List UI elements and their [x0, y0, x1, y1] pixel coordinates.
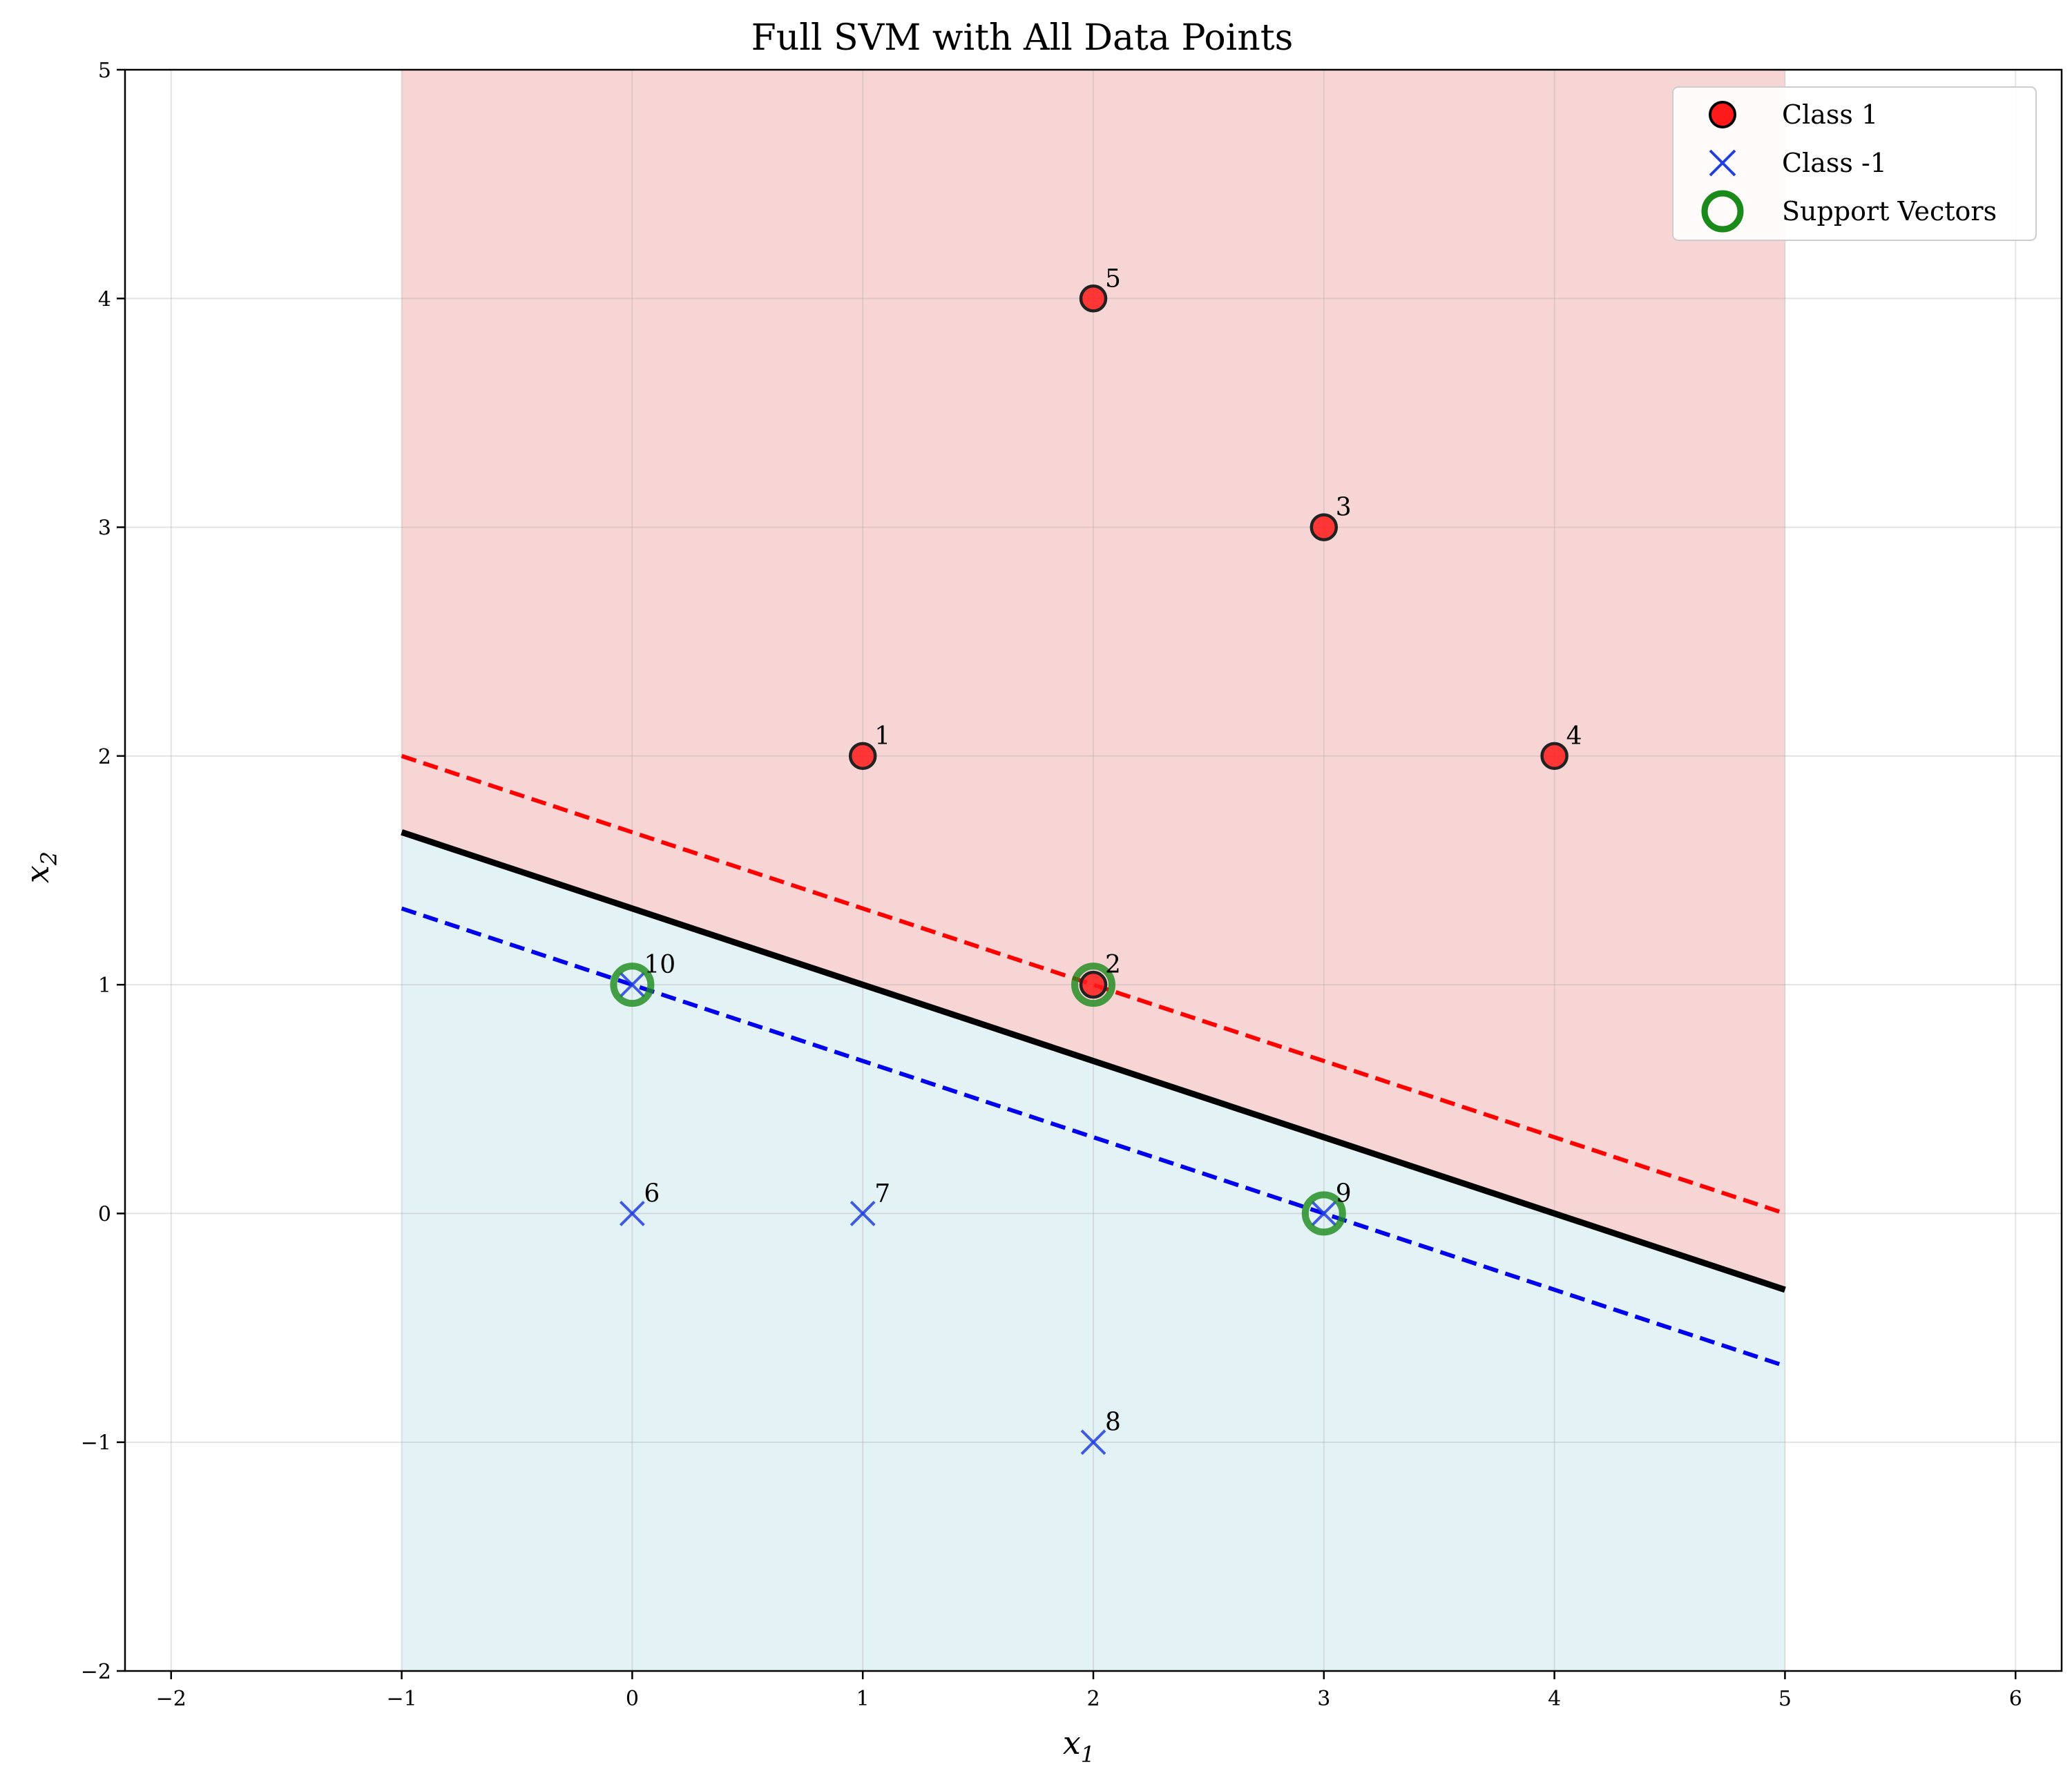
point-class-neg1 — [1080, 1429, 1106, 1456]
point-class1 — [848, 742, 877, 771]
point-class-neg1 — [1311, 1201, 1337, 1226]
point-label: 1 — [874, 722, 890, 751]
point-label: 6 — [644, 1179, 660, 1208]
margin-line-positive — [401, 754, 1786, 1216]
legend-label-class-neg1: Class -1 — [1782, 148, 1887, 178]
decision-boundary-line — [401, 829, 1786, 1293]
y-tick-label: 4 — [98, 287, 111, 311]
legend-marker-class1 — [1709, 101, 1736, 128]
y-tick-label: 0 — [98, 1202, 111, 1226]
point-class-neg1 — [619, 1201, 645, 1226]
support-vector-ring — [1071, 963, 1115, 1007]
y-tick-label: −2 — [81, 1660, 111, 1684]
x-tick-label: 3 — [1317, 1687, 1330, 1711]
legend-label-support-vectors: Support Vectors — [1782, 196, 1997, 226]
x-tick-label: 5 — [1778, 1687, 1792, 1711]
x-tick-label: 0 — [626, 1687, 639, 1711]
legend: Class 1 Class -1 Support Vectors — [1672, 86, 2037, 241]
y-axis-label: x2 — [19, 851, 62, 883]
y-tick-label: 1 — [98, 974, 111, 998]
chart-title: Full SVM with All Data Points — [751, 17, 1294, 59]
point-class1 — [1079, 284, 1108, 313]
region-class-1 — [401, 70, 1785, 1290]
point-label: 8 — [1105, 1409, 1121, 1437]
x-axis-label: x1 — [1063, 1724, 1095, 1768]
point-x-stroke — [619, 972, 645, 998]
point-x-stroke — [850, 1201, 876, 1226]
point-class1 — [1310, 513, 1339, 541]
region-class-neg1 — [401, 832, 1785, 1671]
decision-regions — [401, 70, 1785, 1671]
legend-box — [1672, 86, 2037, 241]
x-tick-label: −2 — [156, 1687, 186, 1711]
point-label: 4 — [1566, 722, 1582, 751]
x-tick-label: −1 — [386, 1687, 416, 1711]
x-tick-label: 1 — [856, 1687, 870, 1711]
point-class1 — [1540, 742, 1569, 771]
axis-ticks: −2 −1 0 1 2 3 4 5 6 −2 −1 0 1 2 3 4 5 — [81, 59, 2022, 1711]
y-axis-label-main: x — [19, 865, 56, 883]
y-tick-label: 2 — [98, 745, 111, 769]
point-class1 — [1079, 970, 1108, 999]
x-axis-label-subscript: 1 — [1081, 1741, 1095, 1768]
y-tick-label: −1 — [81, 1431, 111, 1456]
y-tick-label: 5 — [98, 59, 111, 83]
x-tick-label: 6 — [2009, 1687, 2022, 1711]
point-x-stroke — [1311, 1201, 1337, 1226]
point-x-stroke — [1080, 1429, 1106, 1456]
support-vector-ring — [1301, 1191, 1346, 1236]
data-points — [610, 284, 1569, 1456]
point-label: 3 — [1336, 494, 1352, 522]
point-class-neg1 — [619, 972, 645, 998]
support-vector-ring — [610, 963, 655, 1007]
point-label: 10 — [644, 951, 675, 979]
x-tick-label: 4 — [1548, 1687, 1561, 1711]
x-tick-label: 2 — [1086, 1687, 1100, 1711]
y-axis-label-subscript: 2 — [36, 851, 62, 866]
x-axis-label-main: x — [1063, 1724, 1081, 1761]
legend-marker-support-vectors — [1701, 190, 1744, 233]
point-label: 7 — [874, 1179, 890, 1208]
point-label: 5 — [1105, 264, 1121, 293]
point-labels: 1 2 3 4 5 6 7 8 9 10 — [644, 264, 1582, 1436]
legend-label-class1: Class 1 — [1782, 99, 1878, 130]
point-class-neg1 — [850, 1201, 876, 1226]
legend-marker-class-neg1 — [1709, 149, 1736, 177]
point-x-stroke — [619, 1201, 645, 1226]
y-tick-label: 3 — [98, 516, 111, 541]
point-label: 2 — [1105, 951, 1121, 979]
point-label: 9 — [1336, 1179, 1352, 1208]
